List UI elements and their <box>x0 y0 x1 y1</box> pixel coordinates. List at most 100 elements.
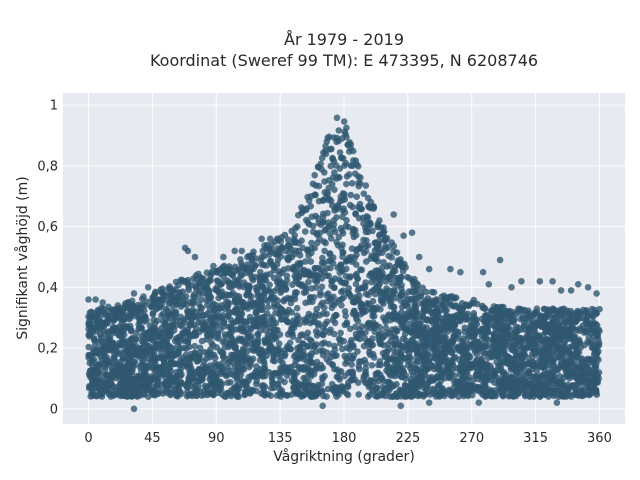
data-point <box>385 311 393 319</box>
x-tick-label: 315 <box>523 431 548 446</box>
data-point <box>502 328 510 335</box>
data-point <box>220 353 227 361</box>
data-point <box>531 344 538 352</box>
data-point <box>221 393 228 400</box>
data-point <box>497 385 505 392</box>
data-point <box>261 360 268 368</box>
data-point <box>175 350 182 358</box>
x-tick-label: 135 <box>268 431 293 446</box>
data-point <box>407 365 414 372</box>
data-point <box>375 332 383 340</box>
data-point <box>200 275 207 283</box>
data-point <box>251 261 259 269</box>
data-point <box>469 377 476 385</box>
data-point <box>246 283 253 290</box>
data-point <box>323 349 331 356</box>
data-point <box>313 231 321 238</box>
data-point <box>303 205 310 212</box>
data-point <box>439 389 446 397</box>
data-point <box>549 278 556 285</box>
data-point <box>542 313 549 321</box>
data-point <box>375 377 382 385</box>
data-point <box>269 349 276 357</box>
data-point <box>166 290 174 297</box>
data-point <box>397 344 405 352</box>
data-point <box>276 309 283 316</box>
data-point <box>252 317 259 325</box>
data-point <box>176 345 184 352</box>
data-point <box>148 376 156 383</box>
data-point <box>226 367 234 375</box>
data-point <box>232 344 239 351</box>
chart-title-line2: Koordinat (Sweref 99 TM): E 473395, N 62… <box>150 51 538 70</box>
data-point <box>567 287 575 294</box>
data-point <box>90 380 97 388</box>
data-point <box>561 325 568 333</box>
data-point <box>409 345 417 352</box>
data-point <box>323 265 330 272</box>
data-point <box>317 265 325 273</box>
data-point <box>175 333 183 341</box>
data-point <box>151 390 158 398</box>
data-point <box>400 232 407 239</box>
data-point <box>92 296 99 303</box>
data-point <box>290 317 297 324</box>
data-point <box>484 329 491 336</box>
data-point <box>284 236 292 243</box>
data-point <box>109 359 116 367</box>
data-point <box>268 375 276 383</box>
data-point <box>252 346 259 354</box>
data-point <box>171 346 178 354</box>
data-point <box>390 346 397 354</box>
y-tick-label: 0,4 <box>37 281 58 296</box>
data-point <box>332 311 340 319</box>
data-point <box>221 331 229 338</box>
data-point <box>173 372 181 380</box>
data-point <box>383 263 391 270</box>
data-point <box>489 347 496 354</box>
data-point <box>318 283 326 291</box>
data-point <box>367 221 374 228</box>
data-point <box>123 361 131 369</box>
data-point <box>341 190 348 198</box>
data-point <box>304 314 312 321</box>
data-point <box>106 339 114 347</box>
data-point <box>367 198 375 206</box>
data-point <box>413 365 420 372</box>
data-point <box>318 380 326 388</box>
data-point <box>311 270 318 278</box>
data-point <box>530 321 537 329</box>
data-point <box>351 254 359 262</box>
data-point <box>473 357 481 364</box>
data-point <box>361 356 368 364</box>
data-point <box>364 228 372 236</box>
y-tick-label: 0,8 <box>37 159 58 174</box>
data-point <box>374 220 382 228</box>
data-point <box>259 247 267 255</box>
data-point <box>238 247 246 255</box>
data-point <box>134 392 141 400</box>
data-point <box>137 324 145 331</box>
data-point <box>159 370 166 378</box>
data-point <box>356 200 364 208</box>
data-point <box>379 264 386 271</box>
data-point <box>257 277 264 285</box>
data-point <box>225 279 233 286</box>
data-point <box>551 372 558 380</box>
data-point <box>256 298 264 306</box>
data-point <box>321 247 328 255</box>
data-point <box>253 387 260 395</box>
data-point <box>574 281 582 288</box>
data-point <box>343 265 350 273</box>
data-point <box>470 312 478 320</box>
data-point <box>336 149 344 156</box>
data-point <box>347 325 354 333</box>
data-point <box>463 376 471 383</box>
data-point <box>117 392 124 400</box>
data-point <box>188 355 195 363</box>
data-point <box>517 359 524 366</box>
data-point <box>272 250 279 258</box>
data-point <box>398 319 406 326</box>
data-point <box>464 392 472 400</box>
data-point <box>294 260 302 267</box>
